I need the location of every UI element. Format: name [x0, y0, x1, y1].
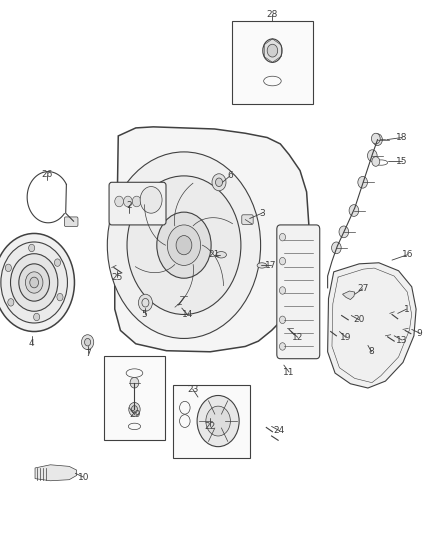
Text: 12: 12 [292, 333, 304, 342]
Circle shape [130, 377, 139, 388]
Circle shape [11, 254, 58, 311]
Text: 2: 2 [127, 201, 132, 209]
Text: 25: 25 [112, 273, 123, 281]
Text: 14: 14 [182, 310, 193, 319]
Circle shape [279, 287, 286, 294]
Circle shape [28, 244, 35, 252]
Circle shape [107, 152, 261, 338]
Text: 15: 15 [396, 157, 408, 166]
Text: 16: 16 [402, 251, 413, 259]
Circle shape [373, 134, 382, 146]
Polygon shape [115, 127, 309, 352]
Text: 17: 17 [265, 261, 276, 270]
Text: 29: 29 [129, 410, 141, 419]
Text: 6: 6 [227, 172, 233, 180]
Circle shape [279, 233, 286, 241]
Circle shape [25, 272, 43, 293]
Circle shape [81, 335, 94, 350]
Text: 5: 5 [141, 310, 148, 319]
Circle shape [367, 150, 377, 161]
Circle shape [127, 176, 241, 314]
Circle shape [212, 174, 226, 191]
Circle shape [34, 313, 40, 321]
Circle shape [157, 212, 211, 278]
Circle shape [167, 225, 201, 265]
Text: 4: 4 [29, 340, 34, 348]
Circle shape [371, 133, 380, 144]
Circle shape [57, 293, 63, 301]
Text: 10: 10 [78, 473, 89, 481]
Circle shape [124, 196, 132, 207]
Text: 13: 13 [396, 336, 408, 344]
Text: 23: 23 [187, 385, 198, 393]
Text: 20: 20 [353, 316, 365, 324]
Polygon shape [35, 465, 77, 481]
Text: 18: 18 [396, 133, 408, 142]
Circle shape [85, 338, 91, 346]
Circle shape [138, 294, 152, 311]
Circle shape [54, 259, 60, 266]
Bar [173, 385, 250, 458]
Text: 3: 3 [259, 209, 265, 217]
Text: 27: 27 [357, 285, 368, 293]
Circle shape [131, 406, 138, 413]
Circle shape [30, 277, 39, 288]
Circle shape [279, 316, 286, 324]
Text: 8: 8 [368, 348, 374, 356]
Circle shape [332, 242, 341, 254]
FancyBboxPatch shape [277, 225, 320, 359]
Text: 19: 19 [340, 333, 352, 342]
Circle shape [140, 187, 162, 213]
Circle shape [129, 402, 140, 416]
Polygon shape [343, 291, 355, 300]
Circle shape [206, 406, 230, 436]
Circle shape [132, 196, 141, 207]
Bar [232, 21, 313, 104]
Circle shape [8, 298, 14, 306]
Text: 11: 11 [283, 368, 295, 376]
Text: 28: 28 [267, 11, 278, 19]
Text: 7: 7 [85, 349, 91, 358]
Circle shape [141, 196, 150, 207]
Text: 26: 26 [42, 171, 53, 179]
Circle shape [279, 257, 286, 265]
Bar [104, 356, 165, 440]
Text: 21: 21 [208, 251, 219, 259]
Circle shape [349, 205, 359, 216]
Circle shape [115, 196, 124, 207]
Circle shape [358, 176, 367, 188]
Text: 1: 1 [403, 305, 410, 313]
Text: 22: 22 [205, 422, 216, 431]
Circle shape [215, 178, 223, 187]
Ellipse shape [257, 263, 267, 268]
Circle shape [267, 44, 278, 57]
Text: 24: 24 [274, 426, 285, 435]
Polygon shape [328, 263, 416, 388]
Circle shape [0, 233, 74, 332]
FancyBboxPatch shape [242, 215, 253, 224]
Circle shape [263, 39, 282, 62]
Text: 9: 9 [417, 329, 423, 337]
Circle shape [1, 242, 67, 323]
Circle shape [5, 264, 11, 272]
Circle shape [339, 226, 349, 238]
Circle shape [176, 236, 192, 255]
FancyBboxPatch shape [64, 217, 78, 227]
Ellipse shape [216, 252, 226, 258]
Circle shape [372, 157, 380, 166]
FancyBboxPatch shape [109, 182, 166, 225]
Circle shape [19, 264, 49, 301]
Circle shape [279, 343, 286, 350]
Circle shape [197, 395, 239, 447]
